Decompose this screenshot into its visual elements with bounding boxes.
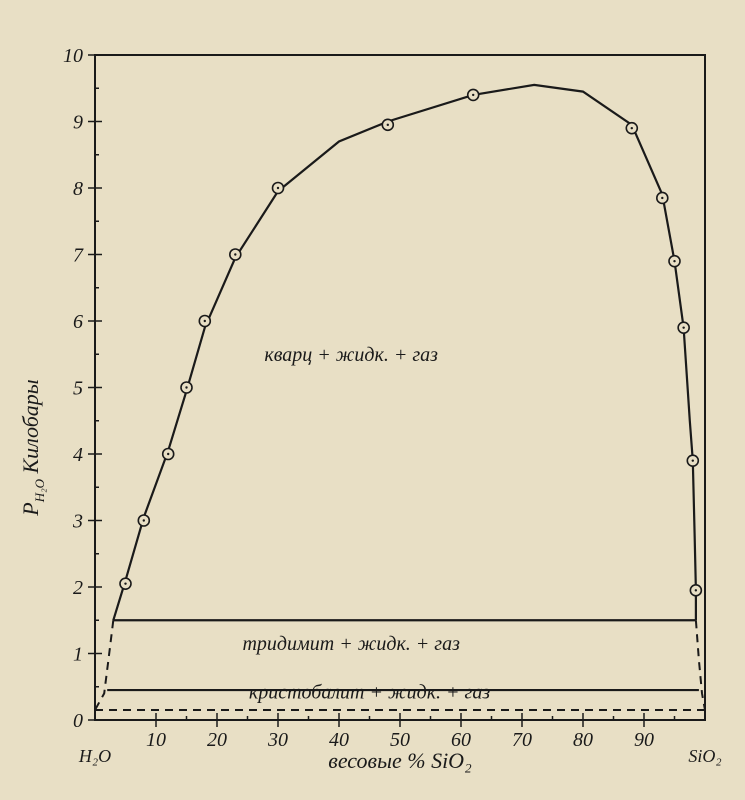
- x-tick-label: 30: [267, 729, 288, 751]
- data-point-dot: [695, 589, 697, 591]
- x-tick-label: 80: [573, 729, 593, 751]
- chart-svg: 012345678910102030405060708090H₂OSiO₂вес…: [0, 0, 745, 800]
- bg: [0, 0, 745, 800]
- data-point-dot: [204, 320, 206, 322]
- x-left-end: H₂O: [78, 746, 111, 766]
- x-right-end: SiO₂: [688, 746, 721, 766]
- region-label: тридимит + жидк. + газ: [242, 633, 460, 655]
- data-point-dot: [234, 253, 236, 255]
- x-axis-title: весовые % SiO₂: [328, 748, 472, 773]
- data-point-dot: [124, 582, 126, 584]
- data-point-dot: [185, 386, 187, 388]
- data-point-dot: [673, 260, 675, 262]
- x-tick-label: 70: [512, 729, 532, 751]
- phase-diagram: 012345678910102030405060708090H₂OSiO₂вес…: [0, 0, 745, 800]
- y-tick-label: 4: [73, 444, 83, 466]
- data-point-dot: [661, 197, 663, 199]
- y-tick-label: 3: [72, 511, 83, 533]
- x-tick-label: 20: [207, 729, 227, 751]
- y-tick-label: 5: [73, 378, 83, 400]
- x-tick-label: 10: [146, 729, 166, 751]
- region-label: кристобалит + жидк. + газ: [249, 682, 491, 704]
- data-point-dot: [472, 94, 474, 96]
- y-tick-label: 10: [63, 45, 83, 67]
- data-point-dot: [387, 124, 389, 126]
- x-tick-label: 90: [634, 729, 654, 751]
- data-point-dot: [682, 326, 684, 328]
- y-tick-label: 8: [73, 178, 83, 200]
- data-point-dot: [277, 187, 279, 189]
- data-point-dot: [167, 453, 169, 455]
- data-point-dot: [692, 459, 694, 461]
- region-label: кварц + жидк. + газ: [264, 344, 438, 366]
- data-point-dot: [143, 519, 145, 521]
- y-tick-label: 2: [73, 577, 83, 599]
- y-tick-label: 6: [73, 311, 83, 333]
- data-point-dot: [631, 127, 633, 129]
- y-tick-label: 0: [73, 710, 83, 732]
- y-tick-label: 7: [73, 245, 84, 267]
- y-tick-label: 9: [73, 112, 83, 134]
- y-tick-label: 1: [73, 644, 83, 666]
